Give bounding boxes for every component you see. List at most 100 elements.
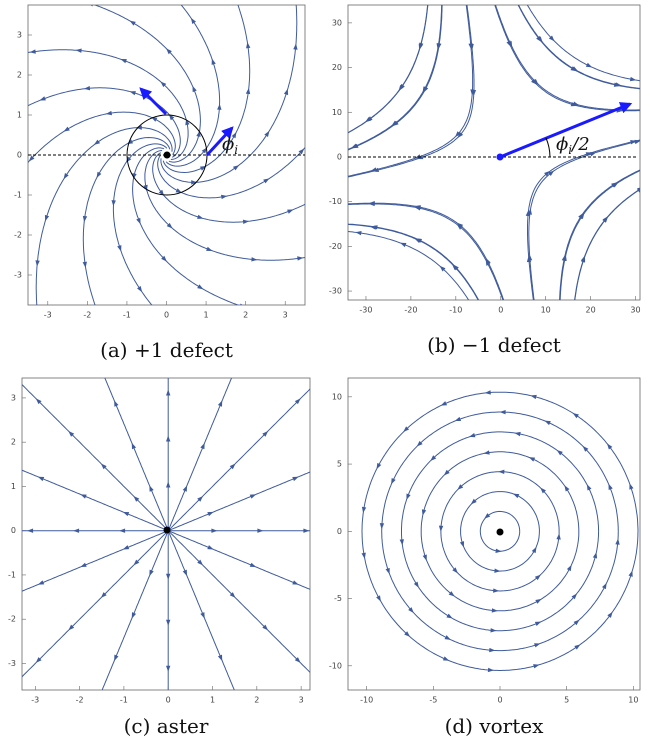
arrowhead: [122, 511, 130, 517]
streamline: [168, 471, 310, 532]
arrowhead: [365, 116, 372, 123]
arrowhead: [629, 76, 637, 82]
x-tick-label: -10: [360, 696, 373, 705]
arrowhead: [399, 539, 404, 546]
streamlines: [361, 390, 639, 673]
arrowhead: [406, 493, 411, 500]
streamline: [348, 230, 470, 300]
streamline: [144, 150, 305, 261]
arrowhead: [293, 0, 298, 4]
arrowhead: [197, 284, 204, 290]
streamline: [167, 530, 235, 690]
arrowhead: [630, 140, 637, 145]
y-tick-label: 1: [17, 111, 22, 120]
y-tick-label: 3: [11, 393, 16, 402]
arrowhead: [245, 87, 251, 95]
streamline: [112, 143, 168, 305]
arrowhead: [292, 580, 299, 585]
arrowhead: [470, 89, 475, 96]
arrowhead: [457, 484, 464, 490]
y-tick-label: 30: [332, 18, 342, 27]
arrowhead: [166, 222, 173, 229]
arrowhead: [35, 260, 40, 267]
arrowhead: [355, 230, 362, 236]
y-tick-label: 1: [11, 482, 16, 491]
streamlines: [28, 0, 305, 312]
streamline: [348, 5, 474, 177]
streamline: [168, 530, 310, 590]
arrowhead: [351, 143, 358, 149]
x-tick-label: 10: [628, 696, 638, 705]
streamline: [348, 5, 443, 150]
arrowhead: [421, 509, 427, 516]
x-tick-label: 20: [585, 306, 595, 315]
y-tick-label: 20: [332, 63, 342, 72]
arrowhead: [293, 43, 298, 50]
arrowhead: [133, 559, 140, 566]
arrowhead: [495, 548, 502, 554]
arrowhead: [440, 401, 448, 406]
director-arrow: [499, 102, 633, 159]
x-tick-label: -1: [123, 311, 131, 320]
arrowhead: [207, 511, 214, 517]
arrowhead: [229, 592, 236, 598]
streamline: [495, 5, 640, 111]
arrowhead: [264, 130, 270, 138]
arrowhead: [391, 120, 398, 127]
panel: -3 -2 -1 0 1 2 3 -3 -2 -1 0 1 2 3 (c) aster: [8, 377, 311, 738]
arrowhead: [606, 443, 613, 450]
arrowhead: [82, 261, 87, 268]
arrowhead: [35, 657, 42, 663]
arrowhead: [294, 398, 301, 405]
arrowhead: [562, 254, 567, 261]
y-tick-label: -1: [14, 191, 22, 200]
arrowhead: [534, 643, 541, 648]
arrowhead: [80, 494, 87, 499]
arrowhead: [507, 40, 513, 48]
streamline: [348, 202, 505, 300]
defect-core: [496, 528, 504, 536]
arrowhead: [249, 494, 257, 499]
arrowhead: [35, 306, 40, 312]
arrowhead: [165, 573, 171, 580]
arrowhead: [608, 483, 613, 490]
streamline: [28, 87, 181, 158]
arrowhead: [200, 442, 205, 450]
arrowhead: [39, 96, 46, 101]
arrowhead: [491, 608, 498, 613]
panel-b-overlay: ϕi/2: [348, 102, 638, 161]
arrowhead: [149, 569, 154, 577]
arrowhead: [201, 147, 208, 154]
x-tick-label: 1: [204, 311, 209, 320]
arrowhead: [564, 485, 570, 492]
arrowhead: [456, 224, 463, 230]
arrowhead: [494, 568, 501, 573]
arrowhead: [566, 564, 572, 572]
arrowhead: [122, 545, 130, 550]
streamline: [559, 169, 640, 300]
arrowhead: [68, 430, 75, 437]
x-tick-label: 3: [283, 311, 288, 320]
arrowhead: [192, 85, 197, 93]
arrowhead: [199, 165, 207, 171]
arrowhead: [206, 246, 213, 251]
arrowhead: [217, 400, 223, 407]
streamline: [440, 471, 560, 592]
arrowhead: [262, 624, 269, 631]
streamline: [401, 431, 600, 632]
caption: (d) vortex: [445, 714, 545, 738]
arrowhead: [585, 62, 593, 68]
arrowhead: [165, 619, 171, 626]
streamline: [479, 510, 521, 552]
arrowhead: [217, 103, 222, 110]
arrowhead: [232, 165, 240, 171]
x-tick-label: 0: [164, 311, 169, 320]
arrowhead: [165, 481, 171, 488]
arrowhead: [27, 528, 34, 533]
x-tick-label: -10: [449, 306, 462, 315]
arrowhead: [615, 82, 622, 87]
arrowhead: [535, 598, 542, 604]
arrowhead: [368, 201, 375, 207]
streamline: [381, 411, 619, 652]
